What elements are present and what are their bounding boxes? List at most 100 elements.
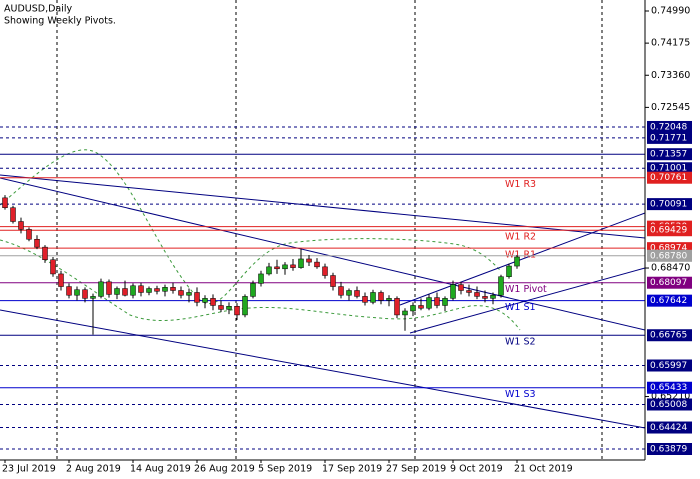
level-label: 0.72048 bbox=[650, 122, 687, 132]
candle-body bbox=[90, 296, 96, 299]
level-label: 0.63879 bbox=[650, 445, 687, 455]
candle-body bbox=[2, 197, 8, 208]
candle-body bbox=[322, 266, 328, 276]
candle-body bbox=[258, 273, 264, 284]
x-tick-label: 26 Aug 2019 bbox=[194, 464, 255, 475]
level-label: 0.71357 bbox=[650, 150, 687, 160]
candle-body bbox=[122, 288, 128, 296]
candle-body bbox=[170, 287, 176, 291]
candle-body bbox=[354, 290, 360, 297]
y-tick-label: 0.65210 bbox=[651, 391, 690, 402]
level-box bbox=[647, 198, 692, 211]
pivot-label: W1 R3 bbox=[505, 179, 536, 190]
level-box bbox=[647, 162, 692, 175]
pivot-label: W1 R1 bbox=[505, 250, 536, 261]
pivot-label: W1 S2 bbox=[505, 337, 536, 348]
level-label: 0.64424 bbox=[650, 423, 687, 433]
trend-line bbox=[0, 174, 646, 239]
x-tick-label: 17 Sep 2019 bbox=[322, 464, 382, 475]
level-label: 0.65433 bbox=[650, 383, 687, 393]
candle-body bbox=[66, 286, 72, 296]
level-label: 0.68974 bbox=[650, 244, 687, 254]
envelope-lower bbox=[0, 239, 521, 331]
y-tick-label: 0.72545 bbox=[651, 102, 690, 113]
candle-body bbox=[314, 261, 320, 268]
x-tick-label: 21 Oct 2019 bbox=[514, 464, 573, 475]
candle-body bbox=[154, 288, 160, 292]
level-label: 0.66765 bbox=[650, 331, 687, 341]
candle-body bbox=[378, 292, 384, 301]
x-tick-label: 27 Sep 2019 bbox=[386, 464, 446, 475]
level-box bbox=[647, 398, 692, 411]
candle-body bbox=[162, 287, 168, 292]
candle-body bbox=[50, 259, 56, 275]
candle-body bbox=[386, 298, 392, 301]
candle-body bbox=[330, 275, 336, 287]
candle-body bbox=[306, 258, 312, 263]
candle-body bbox=[234, 306, 240, 316]
candle-body bbox=[250, 283, 256, 297]
candle-body bbox=[18, 221, 24, 230]
y-tick-label: 0.74990 bbox=[651, 5, 690, 16]
candle-body bbox=[410, 305, 416, 312]
candle-body bbox=[178, 290, 184, 296]
level-label: 0.68097 bbox=[650, 278, 687, 288]
level-box bbox=[647, 276, 692, 289]
candle-body bbox=[138, 285, 144, 293]
candle-body bbox=[418, 305, 424, 309]
candle-body bbox=[458, 284, 464, 291]
level-box bbox=[647, 294, 692, 307]
candle-body bbox=[242, 296, 248, 316]
candle-body bbox=[298, 258, 304, 268]
candle-body bbox=[186, 292, 192, 296]
level-box bbox=[647, 359, 692, 372]
level-box bbox=[647, 131, 692, 144]
chart-subtitle: Showing Weekly Pivots. bbox=[4, 16, 116, 27]
candle-body bbox=[434, 297, 440, 306]
candle-body bbox=[42, 246, 48, 260]
candle-body bbox=[338, 286, 344, 296]
x-tick-label: 9 Oct 2019 bbox=[450, 464, 503, 475]
candle-body bbox=[282, 264, 288, 270]
candle-body bbox=[98, 281, 104, 297]
candle-body bbox=[346, 290, 352, 296]
level-box bbox=[647, 421, 692, 434]
candle-body bbox=[58, 273, 64, 287]
candle-body bbox=[442, 298, 448, 306]
candle-body bbox=[130, 285, 136, 296]
level-label: 0.71001 bbox=[650, 164, 687, 174]
candle-body bbox=[194, 292, 200, 303]
y-tick-label: 0.73360 bbox=[651, 70, 690, 81]
candle-body bbox=[266, 266, 272, 275]
level-label: 0.71771 bbox=[650, 133, 687, 143]
x-tick-label: 5 Sep 2019 bbox=[258, 464, 312, 475]
y-tick-label: 0.74175 bbox=[651, 38, 690, 49]
candle-body bbox=[218, 305, 224, 310]
candle-body bbox=[474, 292, 480, 297]
level-label: 0.67642 bbox=[650, 296, 687, 306]
pivot-label: W1 S1 bbox=[505, 302, 536, 313]
candle-body bbox=[10, 207, 16, 222]
candle-body bbox=[362, 296, 368, 303]
candle-body bbox=[370, 292, 376, 303]
envelope-upper bbox=[0, 149, 501, 304]
candle-body bbox=[74, 289, 80, 296]
level-box bbox=[647, 171, 692, 184]
candle-body bbox=[490, 294, 496, 299]
level-label: 0.65008 bbox=[650, 400, 687, 410]
level-label: 0.70091 bbox=[650, 200, 687, 210]
x-tick-label: 23 Jul 2019 bbox=[2, 464, 56, 475]
candle-body bbox=[482, 296, 488, 299]
candle-body bbox=[34, 238, 40, 248]
candle-body bbox=[290, 264, 296, 268]
level-box bbox=[647, 381, 692, 394]
candle-body bbox=[202, 298, 208, 303]
level-box bbox=[647, 148, 692, 161]
candle-body bbox=[146, 288, 152, 293]
level-label: 0.68780 bbox=[650, 251, 687, 261]
x-tick-label: 14 Aug 2019 bbox=[130, 464, 191, 475]
candle-body bbox=[274, 266, 280, 270]
candle-body bbox=[82, 289, 88, 299]
